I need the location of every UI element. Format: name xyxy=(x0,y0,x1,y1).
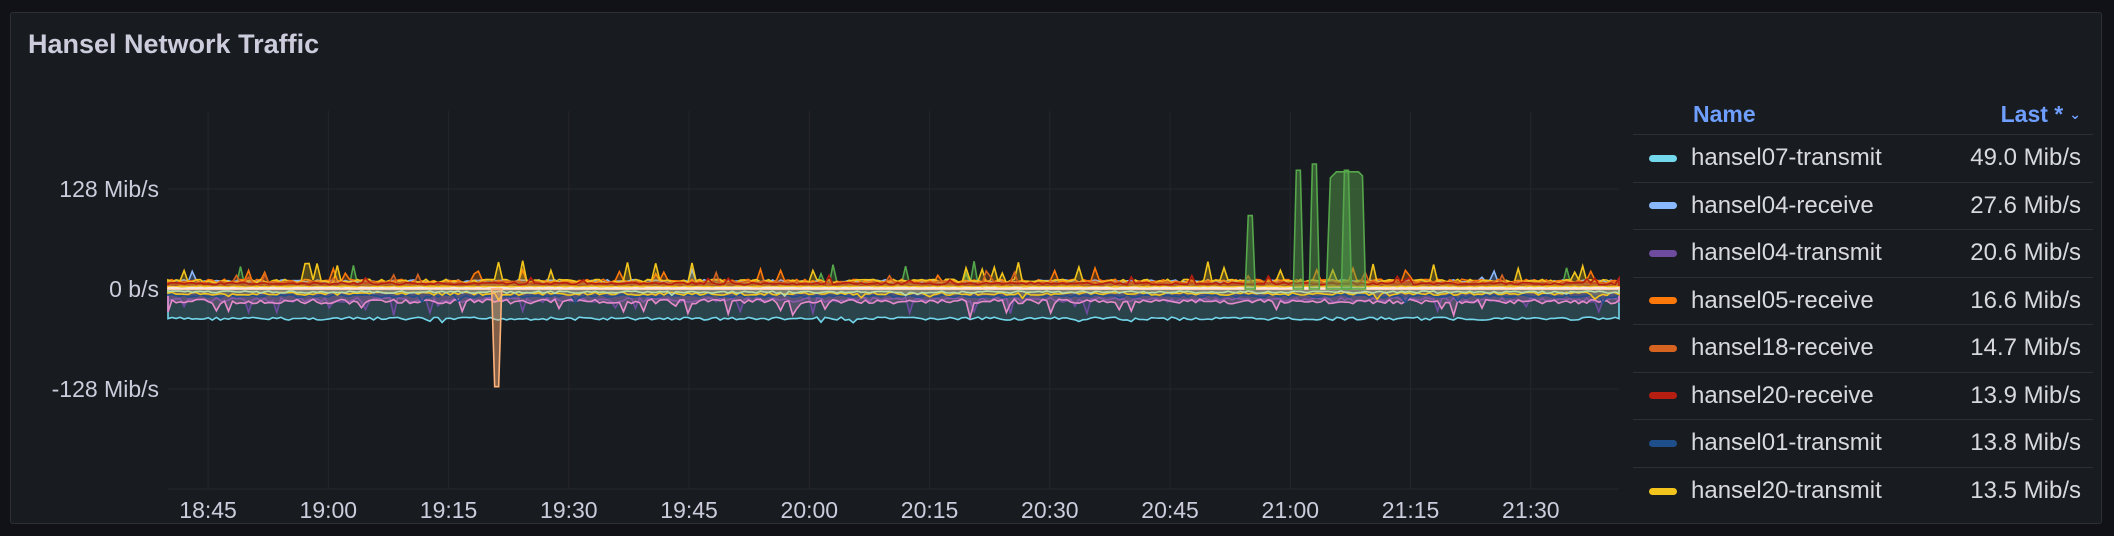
legend-series-name: hansel01-transmit xyxy=(1691,429,1882,457)
legend-series-name: hansel20-transmit xyxy=(1691,477,1882,505)
legend-row[interactable]: hansel18-receive 14.7 Mib/s xyxy=(1633,325,2093,373)
peak-mark xyxy=(1308,163,1321,290)
legend-series-value: 13.9 Mib/s xyxy=(1970,381,2081,409)
y-tick-label: 0 b/s xyxy=(109,276,159,302)
legend-series-value: 13.8 Mib/s xyxy=(1970,429,2081,457)
x-tick-label: 19:45 xyxy=(660,497,718,523)
series-area xyxy=(167,288,1620,298)
legend-series-name: hansel05-receive xyxy=(1691,286,1874,314)
legend-row[interactable]: hansel07-transmit 49.0 Mib/s xyxy=(1633,135,2093,183)
x-tick-label: 21:15 xyxy=(1382,497,1440,523)
legend-row[interactable]: hansel05-receive 16.6 Mib/s xyxy=(1633,278,2093,325)
series-color-swatch xyxy=(1649,344,1677,352)
y-axis: 128 Mib/s 0 b/s -128 Mib/s xyxy=(52,176,159,402)
legend-series-name: hansel04-transmit xyxy=(1691,239,1882,267)
legend-name-header[interactable]: Name xyxy=(1693,101,1756,127)
series-color-swatch xyxy=(1649,249,1677,257)
legend-series-name: hansel20-receive xyxy=(1691,381,1874,409)
legend-row[interactable]: hansel20-transmit 13.5 Mib/s xyxy=(1633,468,2093,516)
peak-mark xyxy=(490,288,503,388)
series-color-swatch xyxy=(1649,439,1677,447)
x-tick-label: 20:00 xyxy=(781,497,839,523)
peak-mark xyxy=(1325,171,1367,290)
x-axis: 18:45 19:00 19:15 19:30 19:45 20:00 20:15 20:30… xyxy=(179,497,1559,523)
legend-series-value: 16.6 Mib/s xyxy=(1970,286,2081,314)
legend-value-header: Last * xyxy=(2000,101,2064,127)
series-color-swatch xyxy=(1649,392,1677,400)
series-area xyxy=(167,286,1620,290)
legend-series-name: hansel07-transmit xyxy=(1691,144,1882,172)
series-area xyxy=(167,288,1620,324)
panel-title[interactable]: Hansel Network Traffic xyxy=(28,29,320,59)
network-traffic-panel: Hansel Network Traffic 128 Mib/s 0 b/s -12… xyxy=(10,12,2102,524)
x-tick-label: 19:00 xyxy=(300,497,358,523)
legend-row[interactable]: hansel04-receive 27.6 Mib/s xyxy=(1633,183,2093,230)
x-tick-label: 18:45 xyxy=(179,497,237,523)
series-area xyxy=(167,273,1620,290)
legend-sort-button[interactable]: Last * ⌄ xyxy=(2001,101,2081,128)
chevron-down-icon: ⌄ xyxy=(2069,106,2081,122)
series-color-swatch xyxy=(1649,487,1677,495)
legend-series-value: 49.0 Mib/s xyxy=(1970,144,2081,172)
legend-series-name: hansel04-receive xyxy=(1691,191,1874,219)
x-tick-label: 20:15 xyxy=(901,497,959,523)
legend-table: Name Last * ⌄ hansel07-transmit 49.0 Mib/… xyxy=(1633,95,2093,515)
legend-row[interactable]: hansel20-receive 13.9 Mib/s xyxy=(1633,373,2093,420)
series-color-swatch xyxy=(1649,154,1677,162)
x-tick-label: 20:30 xyxy=(1021,497,1079,523)
series-color-swatch xyxy=(1649,202,1677,210)
time-series-chart[interactable]: 128 Mib/s 0 b/s -128 Mib/s 18:45 19:00 19:15… xyxy=(11,13,1631,525)
legend-row[interactable]: hansel04-transmit 20.6 Mib/s xyxy=(1633,230,2093,278)
x-tick-label: 19:15 xyxy=(420,497,478,523)
legend-series-value: 14.7 Mib/s xyxy=(1970,334,2081,362)
x-tick-label: 20:45 xyxy=(1141,497,1199,523)
legend-series-name: hansel18-receive xyxy=(1691,334,1874,362)
legend-series-value: 13.5 Mib/s xyxy=(1970,477,2081,505)
legend-series-value: 20.6 Mib/s xyxy=(1970,239,2081,267)
y-tick-label: -128 Mib/s xyxy=(52,376,159,402)
x-tick-label: 21:30 xyxy=(1502,497,1560,523)
legend-header: Name Last * ⌄ xyxy=(1633,95,2093,135)
peak-mark xyxy=(1244,214,1257,290)
x-tick-label: 21:00 xyxy=(1262,497,1320,523)
peak-mark xyxy=(1292,169,1305,290)
y-tick-label: 128 Mib/s xyxy=(59,176,159,202)
series-color-swatch xyxy=(1649,297,1677,305)
x-tick-label: 19:30 xyxy=(540,497,598,523)
series-areas xyxy=(167,163,1620,388)
legend-series-value: 27.6 Mib/s xyxy=(1970,191,2081,219)
legend-row[interactable]: hansel01-transmit 13.8 Mib/s xyxy=(1633,420,2093,468)
